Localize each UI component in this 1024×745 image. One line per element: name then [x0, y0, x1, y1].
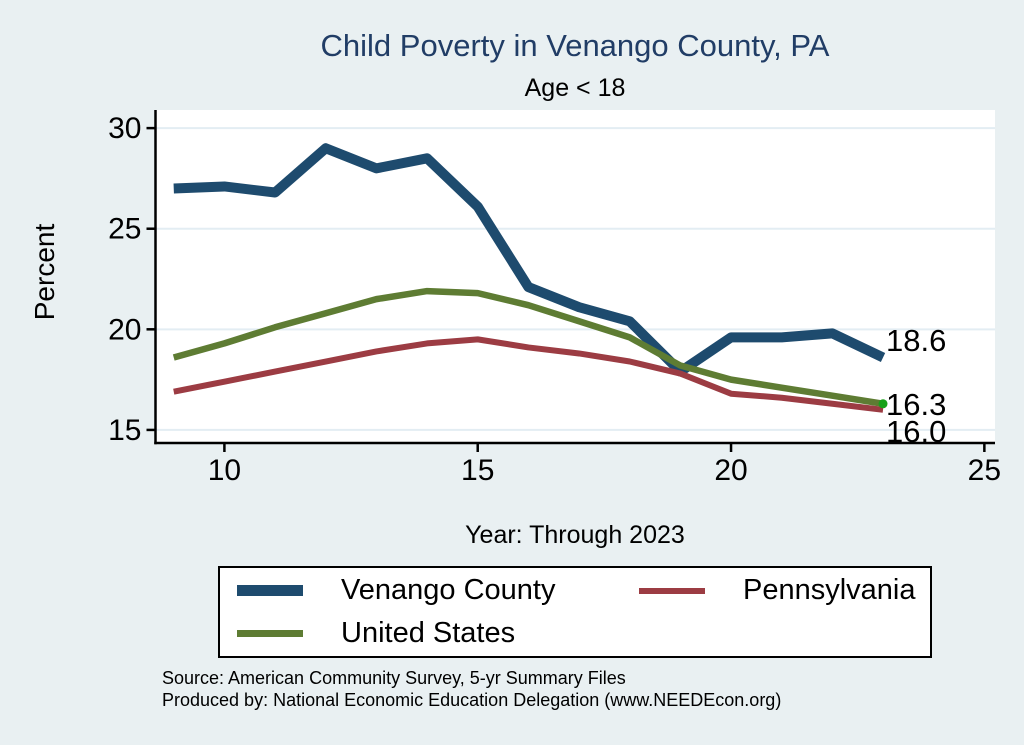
y-axis-title: Percent — [29, 223, 60, 321]
end-label-venango-county: 18.6 — [886, 323, 947, 358]
legend-line-swatch-united-states — [237, 630, 303, 637]
y-tick-label-15: 15 — [108, 414, 141, 447]
legend-item-pennsylvania: Pennsylvania — [639, 574, 930, 607]
legend-line-swatch-pennsylvania — [639, 587, 705, 594]
x-tick-label-20: 20 — [714, 454, 747, 487]
legend-item-united-states: United States — [237, 617, 639, 650]
y-tick-label-20: 20 — [108, 313, 141, 346]
end-label-united-states: 16.3 — [886, 387, 947, 422]
source-line-1: Source: American Community Survey, 5-yr … — [162, 668, 626, 688]
y-tick-label-25: 25 — [108, 213, 141, 246]
legend-item-venango-county: Venango County — [237, 574, 639, 607]
y-tick-label-30: 30 — [108, 112, 141, 145]
legend-label-pennsylvania: Pennsylvania — [743, 574, 916, 606]
x-axis-title: Year: Through 2023 — [465, 521, 685, 549]
end-label-pennsylvania: 16.0 — [886, 414, 947, 449]
x-tick-label-25: 25 — [968, 454, 1001, 487]
series-line-venango-county — [173, 143, 886, 377]
chart-title: Child Poverty in Venango County, PA — [320, 28, 830, 63]
series-line-pennsylvania — [173, 336, 884, 413]
series-line-united-states — [172, 287, 884, 407]
legend-label-venango-county: Venango County — [341, 574, 556, 606]
x-tick-label-15: 15 — [461, 454, 494, 487]
source-note: Source: American Community Survey, 5-yr … — [162, 667, 781, 711]
series-end-marker-united-states — [878, 399, 888, 409]
chart-subtitle: Age < 18 — [524, 74, 626, 102]
source-line-2: Produced by: National Economic Education… — [162, 690, 782, 710]
plot-background — [155, 110, 995, 443]
legend-label-united-states: United States — [341, 617, 516, 649]
legend-line-swatch-venango-county — [237, 585, 303, 596]
legend: Venango County Pennsylvania United State… — [218, 566, 932, 658]
x-tick-label-10: 10 — [208, 454, 241, 487]
